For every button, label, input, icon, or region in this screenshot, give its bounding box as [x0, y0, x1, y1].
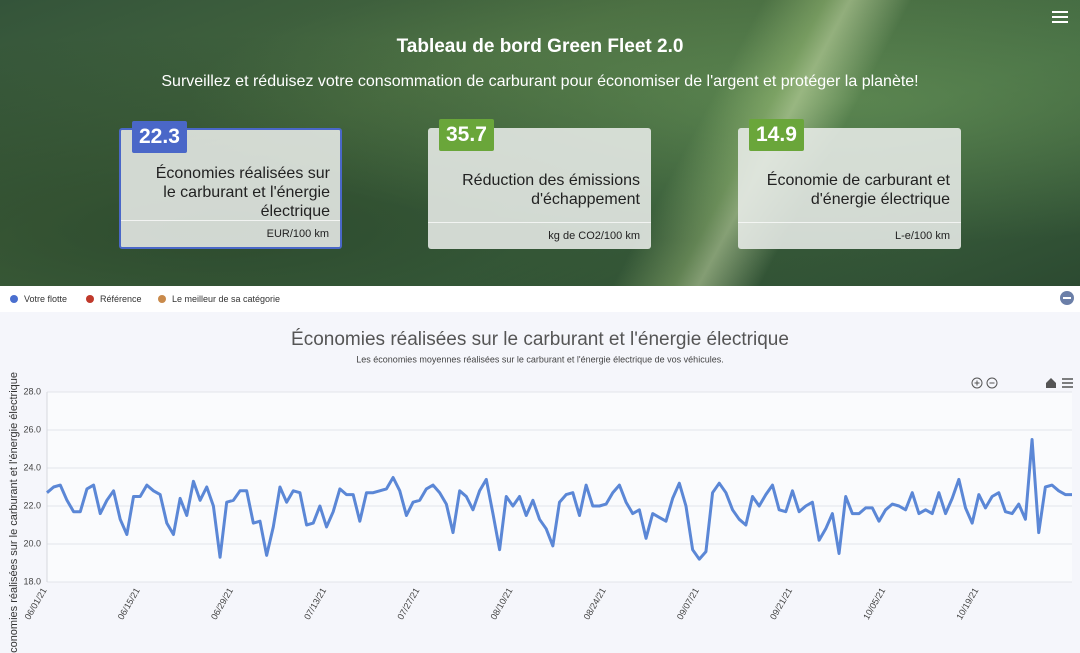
chart: Économies réalisées sur le carburant et …: [7, 291, 1074, 653]
collapse-button[interactable]: [1060, 291, 1074, 305]
legend-item[interactable]: Votre flotte: [10, 293, 67, 305]
zoom-out[interactable]: [986, 377, 998, 389]
kpi-label: Économie de carburant et d'énergie élect…: [766, 172, 950, 208]
y-tick-label: 22.0: [23, 500, 41, 510]
y-tick-label: 24.0: [23, 462, 41, 472]
legend-label: Votre flotte: [24, 294, 68, 304]
kpi-card[interactable]: 22.3 Économies réalisées sur le carburan…: [119, 121, 342, 249]
legend-marker: [86, 295, 94, 303]
y-axis-label: Économies réalisées sur le carburant et …: [7, 372, 20, 653]
plot-area: [47, 392, 1072, 582]
x-tick-label: 08/10/21: [488, 586, 514, 621]
x-tick-label: 07/13/21: [302, 586, 328, 621]
legend-marker: [10, 295, 18, 303]
page-title: Tableau de bord Green Fleet 2.0: [396, 36, 684, 57]
chart-menu[interactable]: [1062, 378, 1073, 388]
y-tick-label: 18.0: [23, 576, 41, 586]
x-tick-label: 10/05/21: [861, 586, 887, 621]
legend-item[interactable]: Référence: [86, 293, 142, 305]
x-tick-label: 07/27/21: [395, 586, 421, 621]
x-tick-label: 10/19/21: [954, 586, 980, 621]
kpi-unit: kg de CO2/100 km: [428, 222, 651, 249]
kpi-unit: EUR/100 km: [121, 220, 340, 247]
kpi-label: Réduction des émissions d'échappement: [462, 172, 640, 208]
x-tick-label: 09/07/21: [675, 586, 701, 621]
chart-subtitle: Les économies moyennes réalisées sur le …: [356, 354, 723, 364]
x-tick-label: 08/24/21: [582, 586, 608, 621]
legend-item[interactable]: Le meilleur de sa catégorie: [158, 293, 280, 305]
page-subtitle: Surveillez et réduisez votre consommatio…: [161, 73, 919, 90]
x-tick-label: 06/15/21: [116, 586, 142, 621]
y-tick-label: 28.0: [23, 386, 41, 396]
legend-label: Référence: [100, 294, 142, 304]
legend-label: Le meilleur de sa catégorie: [172, 294, 281, 304]
chart-title: Économies réalisées sur le carburant et …: [291, 329, 789, 350]
data-line: [46, 438, 1072, 561]
home-button[interactable]: [1046, 378, 1056, 388]
x-tick-label: 06/29/21: [209, 586, 235, 621]
legend-bar: Votre flotte Référence Le meilleur de sa c…: [0, 286, 1080, 312]
y-tick-label: 26.0: [23, 424, 41, 434]
kpi-value: 14.9: [749, 119, 804, 151]
hero: Tableau de bord Green Fleet 2.0 Surveill…: [0, 0, 1080, 286]
legend-marker: [158, 295, 166, 303]
kpi-card[interactable]: 14.9 Économie de carburant et d'énergie …: [738, 119, 961, 249]
kpi-value: 35.7: [439, 119, 494, 151]
menu-button[interactable]: [1052, 8, 1068, 24]
y-tick-label: 20.0: [23, 538, 41, 548]
kpi-value: 22.3: [132, 121, 187, 153]
x-tick-label: 06/01/21: [23, 586, 49, 621]
x-tick-label: 09/21/21: [768, 586, 794, 621]
kpi-unit: L-e/100 km: [738, 222, 961, 249]
kpi-label: Économies réalisées sur le carburant et …: [155, 164, 330, 220]
kpi-card[interactable]: 35.7 Réduction des émissions d'échappeme…: [428, 119, 651, 249]
zoom-in[interactable]: [971, 377, 983, 389]
